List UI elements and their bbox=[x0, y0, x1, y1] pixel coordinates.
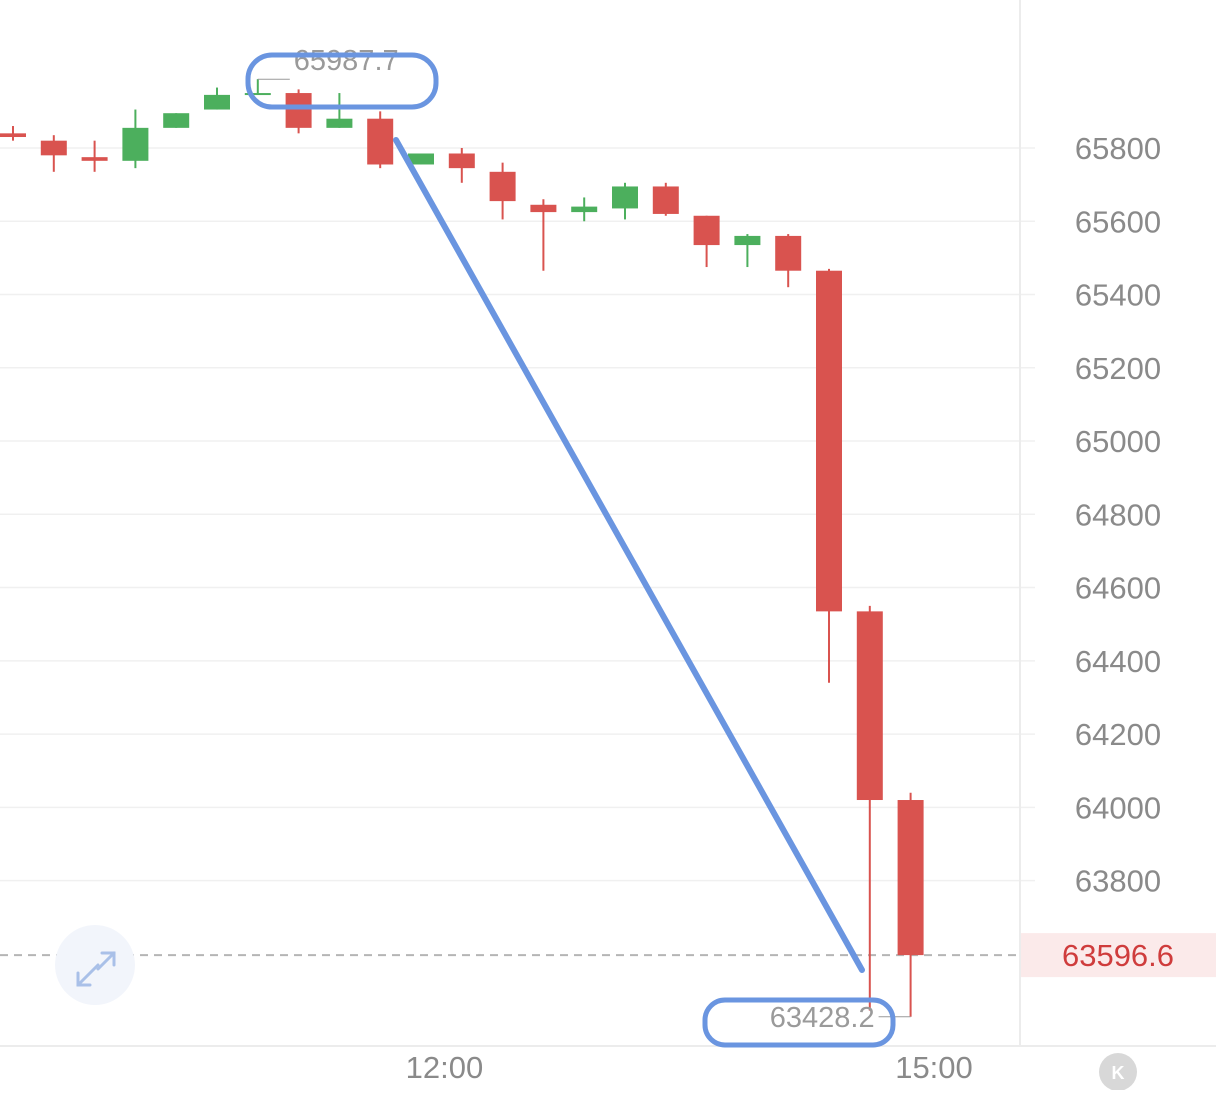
y-tick-label: 65400 bbox=[1075, 278, 1161, 313]
candle bbox=[856, 605, 883, 1011]
y-tick-label: 65600 bbox=[1075, 204, 1161, 239]
k-badge-icon[interactable]: K bbox=[1099, 1053, 1137, 1091]
expand-arrows-icon[interactable] bbox=[55, 925, 135, 1005]
candle-body bbox=[81, 157, 108, 161]
x-tick-label: 15:00 bbox=[895, 1050, 973, 1085]
candle bbox=[693, 215, 720, 268]
candle bbox=[367, 111, 394, 169]
candle bbox=[652, 182, 679, 216]
candle-body bbox=[448, 153, 475, 169]
candle bbox=[204, 87, 230, 110]
candle-body bbox=[408, 153, 434, 165]
candle bbox=[897, 792, 924, 1017]
max-highlight-ring bbox=[245, 52, 439, 110]
candle-body bbox=[326, 118, 353, 128]
candle-body bbox=[244, 93, 271, 96]
candle-body bbox=[489, 171, 516, 202]
min-highlight-ring bbox=[702, 997, 896, 1048]
x-tick-label: 12:00 bbox=[406, 1050, 484, 1085]
drop-trend-line bbox=[393, 137, 865, 973]
last-price-tag-bg bbox=[1021, 933, 1216, 978]
grid-layer bbox=[0, 147, 1035, 882]
candle bbox=[571, 197, 598, 222]
candle bbox=[122, 109, 149, 169]
candle bbox=[0, 126, 26, 141]
candle bbox=[285, 89, 312, 134]
last-price-tag: 63596.6 bbox=[1062, 938, 1174, 973]
candle bbox=[163, 113, 190, 128]
candle-body bbox=[530, 204, 557, 213]
candle-body bbox=[122, 127, 149, 161]
candle bbox=[734, 234, 761, 268]
y-tick-label: 64200 bbox=[1075, 717, 1161, 752]
candle bbox=[612, 182, 638, 220]
y-tick-label: 64800 bbox=[1075, 497, 1161, 532]
candle bbox=[326, 93, 353, 128]
y-tick-label: 65200 bbox=[1075, 351, 1161, 386]
svg-text:K: K bbox=[1112, 1063, 1125, 1083]
candle-body bbox=[40, 140, 67, 156]
y-tick-label: 64000 bbox=[1075, 790, 1161, 825]
min-price-label: 63428.2 bbox=[770, 1002, 875, 1034]
candle bbox=[448, 148, 475, 183]
candle-body bbox=[204, 94, 230, 110]
candle bbox=[408, 153, 434, 165]
candle-body bbox=[163, 113, 190, 128]
extreme-labels: 65987.7 63428.2 bbox=[257, 45, 911, 1034]
candle bbox=[244, 79, 271, 96]
candle-body bbox=[693, 215, 720, 246]
candle-body bbox=[897, 800, 924, 956]
candle-body bbox=[0, 133, 26, 138]
y-axis: 65800 65600 65400 65200 65000 64800 64600 64400… bbox=[1075, 131, 1161, 899]
candle-body bbox=[816, 270, 842, 612]
y-tick-label: 64600 bbox=[1075, 571, 1161, 606]
last-price-line: 63596.6 bbox=[0, 933, 1216, 978]
candle bbox=[816, 268, 842, 683]
x-axis: 12:00 15:00 bbox=[406, 1050, 973, 1085]
candle-body bbox=[775, 235, 802, 271]
y-tick-label: 64400 bbox=[1075, 644, 1161, 679]
y-tick-label: 65800 bbox=[1075, 131, 1161, 166]
y-tick-label: 63800 bbox=[1075, 864, 1161, 899]
annotation-layer bbox=[245, 52, 896, 1048]
candle bbox=[530, 199, 557, 271]
y-tick-label: 65000 bbox=[1075, 424, 1161, 459]
candle-body bbox=[571, 206, 598, 213]
max-price-label: 65987.7 bbox=[294, 45, 399, 77]
candle bbox=[40, 135, 67, 172]
candle-body bbox=[612, 186, 638, 209]
candle-body bbox=[367, 118, 394, 165]
candle-body bbox=[734, 235, 761, 246]
candle-body bbox=[856, 611, 883, 801]
candle-body bbox=[652, 186, 679, 214]
candle bbox=[81, 140, 108, 172]
candle bbox=[775, 234, 802, 288]
candles bbox=[0, 79, 924, 1017]
candle-body bbox=[285, 93, 312, 128]
candle bbox=[489, 162, 516, 220]
